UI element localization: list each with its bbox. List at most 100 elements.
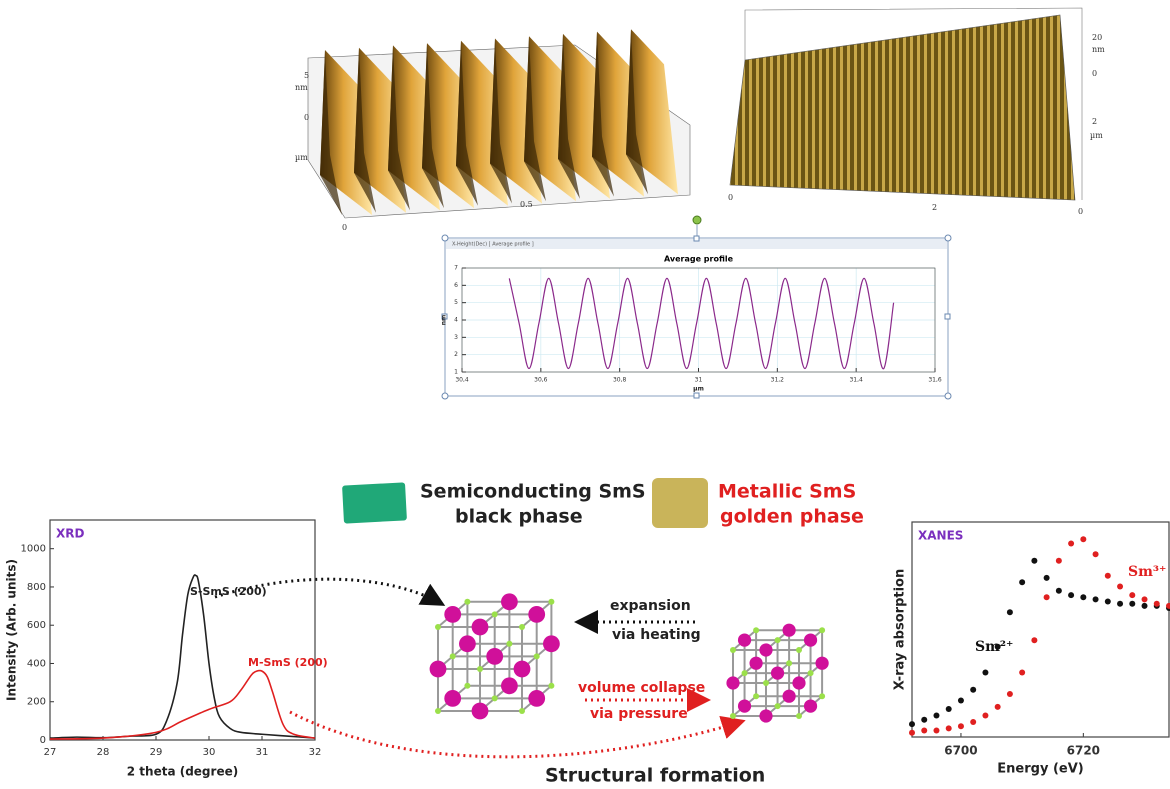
point [1093,596,1099,602]
badge: XRD [56,527,84,541]
crystal-atom [730,647,736,653]
crystal-atom [730,713,736,719]
metallic-sample [652,478,708,528]
crystal-atom [759,709,772,722]
crystal-atom [477,666,483,672]
arrow-label: volume collapse [578,680,705,696]
x-tick-label: 30,8 [613,377,627,384]
x-tick-label: 31,2 [771,377,785,384]
point [909,730,915,736]
crystal-atom [514,661,531,678]
crystal-atom [726,676,739,689]
point [1019,579,1025,585]
point [970,687,976,693]
crystal-atom [796,713,802,719]
afm-label: 0 [304,113,309,122]
crystal-atom [750,657,763,670]
point [933,728,939,734]
crystal-atom [450,653,456,659]
point [958,697,964,703]
crystal-atom [738,700,751,713]
x-tick-label: 28 [97,747,110,758]
phase-label: golden phase [720,506,864,528]
crystal-atom [796,647,802,653]
point [1154,601,1160,607]
series-label: Sm³⁺ [1128,564,1166,580]
afm-label: 0 [342,223,347,232]
afm-right [730,8,1082,200]
plot-frame [912,522,1169,737]
point [1105,573,1111,579]
window-title: X-Height(Dec) [ Average profile ] [452,242,534,248]
caption: Structural formation [545,765,765,787]
crystal-atom [783,624,796,637]
point [946,706,952,712]
y-tick-label: 1 [454,369,458,376]
y-tick-label: 0 [40,735,46,746]
point [1142,596,1148,602]
afm-left [308,29,690,218]
point [946,725,952,731]
crystal-atom [486,648,503,665]
series-line [50,671,315,740]
point [1044,575,1050,581]
point [995,704,1001,710]
crystal-atom [786,660,792,666]
phase-label: Metallic SmS [718,481,856,503]
crystal-atom [459,635,476,652]
series-label: M-SmS (200) [248,656,328,669]
point [1007,691,1013,697]
point [1080,536,1086,542]
point [909,721,915,727]
afm-label: 0 [1092,69,1097,78]
point [970,719,976,725]
afm-label: 0 [728,193,733,202]
crystal-atom [819,627,825,633]
point [1117,601,1123,607]
point [1056,588,1062,594]
afm-label: 2 [1092,117,1097,126]
x-tick-label: 6700 [944,744,977,758]
x-tick-label: 31,6 [928,377,942,384]
afm-label: nm [295,83,308,92]
y-tick-label: 800 [27,582,46,593]
y-axis-label: nm [441,315,448,326]
x-tick-label: 31 [695,377,703,384]
point [1117,584,1123,590]
x-tick-label: 30,4 [455,377,469,384]
x-tick-label: 31 [256,747,269,758]
crystal-atom [771,667,784,680]
point [1068,592,1074,598]
x-tick-label: 31,4 [849,377,863,384]
point [982,713,988,719]
crystal-atom [435,708,441,714]
crystal-atom [738,634,751,647]
x-tick-label: 27 [44,747,57,758]
point [1129,601,1135,607]
point [1080,594,1086,600]
point [1044,594,1050,600]
y-tick-label: 5 [454,299,458,306]
crystal-atom [548,599,554,605]
arrow-label: via pressure [590,706,688,722]
x-tick-label: 30,6 [534,377,548,384]
afm-label: 5 [304,71,309,80]
crystal-atom [753,693,759,699]
point [921,728,927,734]
x-tick-label: 6720 [1067,744,1100,758]
point [1093,551,1099,557]
crystal-atom [501,677,518,694]
crystal-atom [792,676,805,689]
crystal-atom [816,657,829,670]
y-tick-label: 7 [454,265,458,272]
x-axis-label: Energy (eV) [997,762,1083,777]
afm-label: 2 [932,203,937,212]
x-axis-label: 2 theta (degree) [127,765,238,779]
point [995,644,1001,650]
y-tick-label: 2 [454,351,458,358]
x-tick-label: 29 [150,747,163,758]
arrow-label: via heating [612,627,701,643]
crystal-atom [783,690,796,703]
crystal-atom [804,634,817,647]
afm-label: 0 [1078,207,1083,216]
